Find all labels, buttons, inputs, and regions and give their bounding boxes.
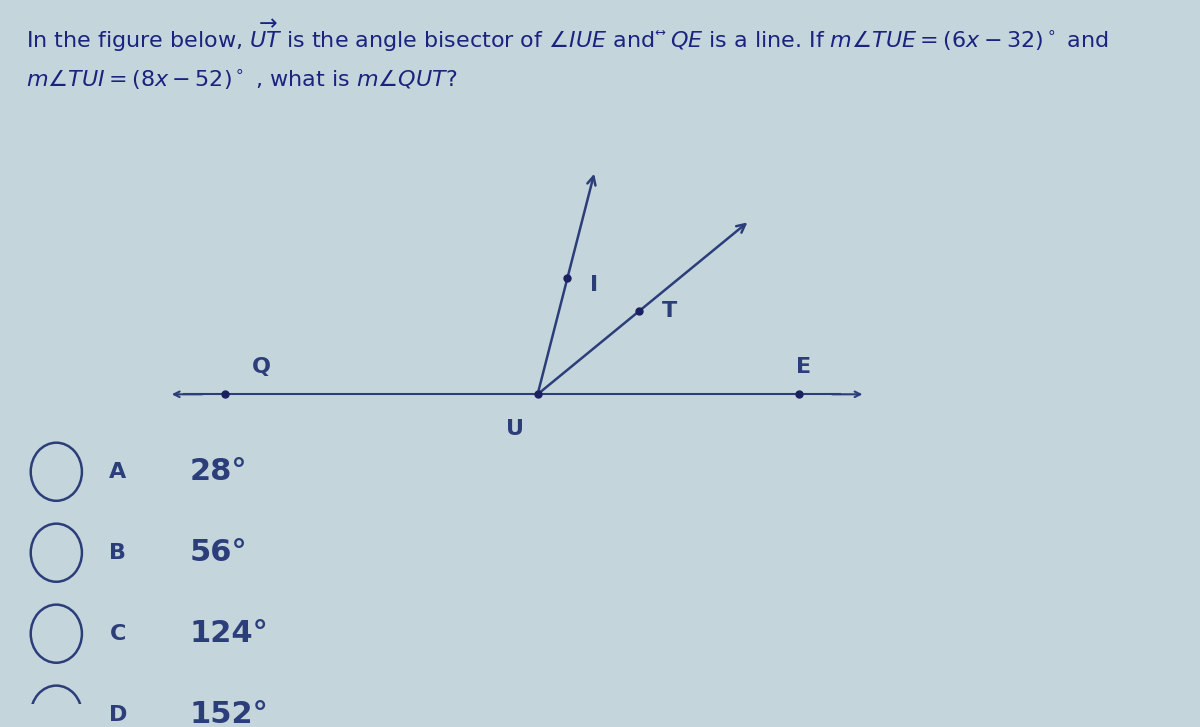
Text: B: B	[109, 543, 126, 563]
Text: 152°: 152°	[190, 700, 268, 727]
Text: Q: Q	[252, 357, 271, 377]
Text: $m\angle TUI = (8x - 52)^\circ$ , what is $m\angle QUT$?: $m\angle TUI = (8x - 52)^\circ$ , what i…	[25, 67, 457, 91]
Text: E: E	[797, 357, 811, 377]
Text: A: A	[109, 462, 126, 482]
Text: I: I	[590, 275, 598, 295]
Text: In the figure below, $\overrightarrow{UT}$ is the angle bisector of $\angle IUE$: In the figure below, $\overrightarrow{UT…	[25, 17, 1109, 54]
Text: 124°: 124°	[190, 619, 268, 648]
Text: 56°: 56°	[190, 538, 247, 567]
Text: 28°: 28°	[190, 457, 247, 486]
Text: T: T	[661, 301, 677, 321]
Text: D: D	[108, 704, 127, 725]
Text: C: C	[109, 624, 126, 643]
Text: U: U	[506, 419, 524, 439]
